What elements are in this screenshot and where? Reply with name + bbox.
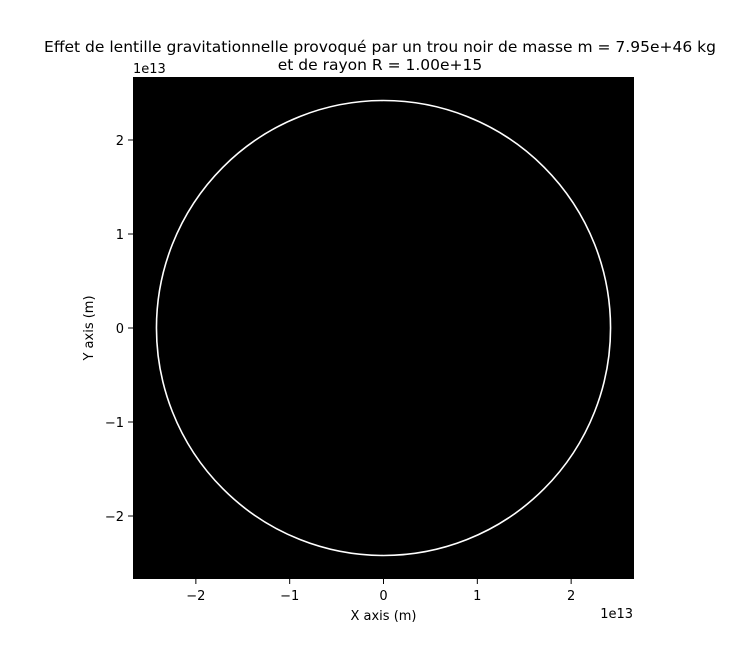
x-axis-offset-label: 1e13 (600, 607, 633, 622)
chart-title: Effet de lentille gravitationnelle provo… (0, 38, 748, 74)
chart-title-line-2: et de rayon R = 1.00e+15 (277, 56, 483, 74)
y-tick-label: −1 (105, 416, 124, 431)
y-axis: −2 −1 0 1 2 (105, 134, 133, 525)
trajectory-circle (155, 99, 612, 557)
y-axis-label: Y axis (m) (82, 295, 97, 361)
plot-area (133, 77, 634, 579)
x-tick-label: −1 (280, 589, 299, 604)
y-tick-label: −2 (105, 510, 124, 525)
y-tick-label: 2 (116, 134, 124, 149)
y-tick-label: 1 (116, 228, 124, 243)
series-group (155, 99, 612, 557)
y-axis-offset-label: 1e13 (133, 62, 166, 77)
x-tick-label: −2 (186, 589, 205, 604)
x-axis-label: X axis (m) (350, 609, 416, 624)
y-tick-label: 0 (116, 322, 124, 337)
x-axis: −2 −1 0 1 2 (186, 579, 575, 604)
chart-title-line-1: Effet de lentille gravitationnelle provo… (44, 38, 716, 56)
x-tick-label: 2 (567, 589, 575, 604)
x-tick-label: 1 (473, 589, 481, 604)
x-tick-label: 0 (379, 589, 387, 604)
